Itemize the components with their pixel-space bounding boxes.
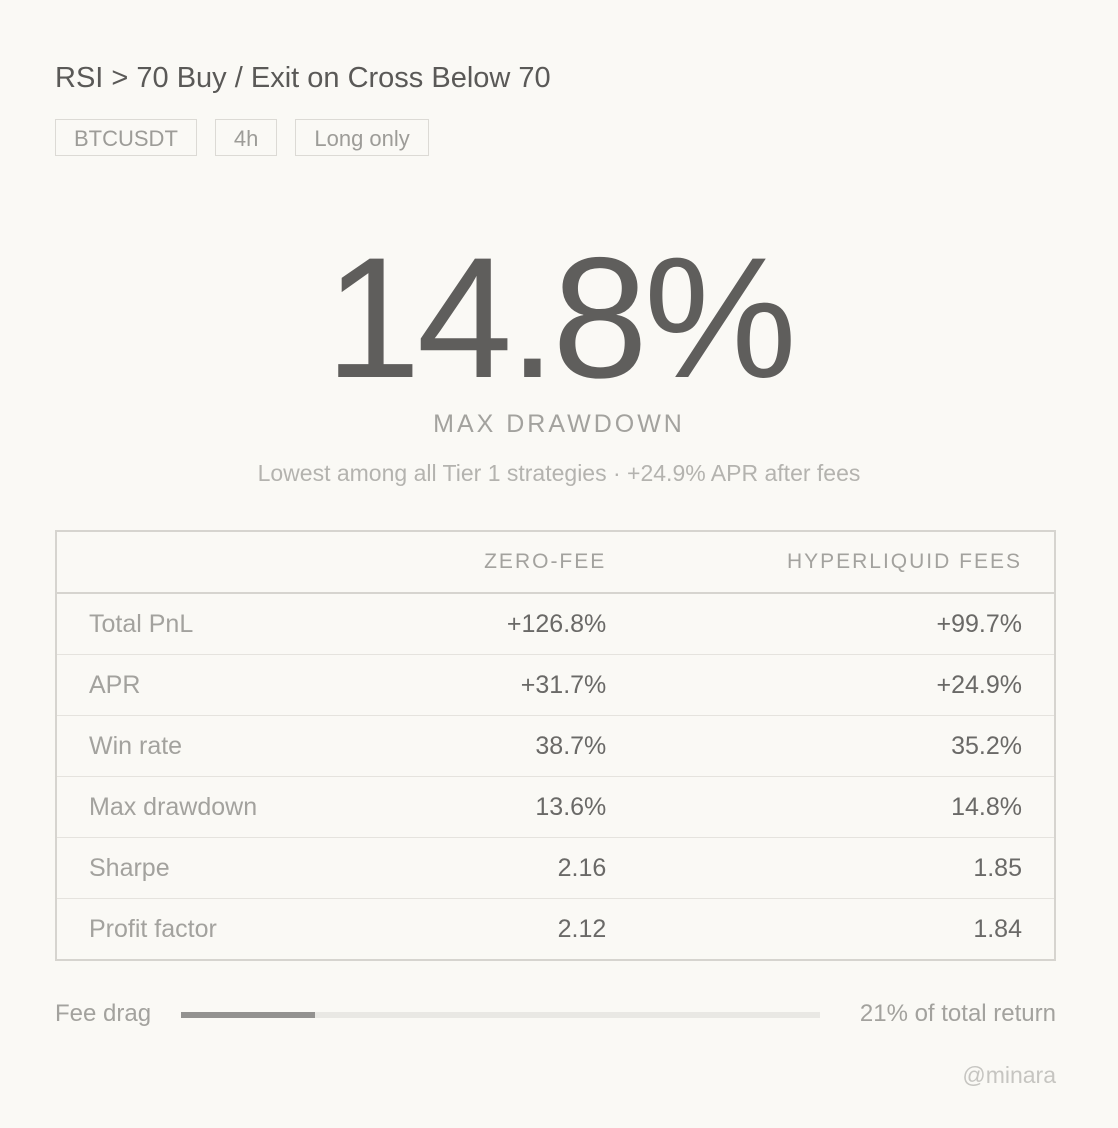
fee-drag-value: 21% of total return (859, 1000, 1056, 1027)
headline-value: 14.8% (325, 222, 797, 414)
fee-drag-bar (181, 1012, 820, 1018)
hyperliquid-value: 14.8% (638, 776, 1055, 838)
metric-label: Sharpe (56, 837, 380, 899)
fee-drag: Fee drag 21% of total return (55, 1000, 1056, 1032)
zero-fee-value: 2.16 (379, 837, 639, 899)
zero-fee-value: 2.12 (379, 898, 639, 960)
metrics-table: ZERO-FEE HYPERLIQUID FEES Total PnL +126.… (55, 530, 1056, 961)
tag-timeframe: 4h (214, 119, 278, 156)
table-row: APR +31.7% +24.9% (56, 654, 1055, 716)
metric-label: Win rate (56, 715, 380, 777)
headline-label: MAX DRAWDOWN (433, 410, 685, 438)
metric-label: Max drawdown (56, 776, 380, 838)
strategy-title: RSI > 70 Buy / Exit on Cross Below 70 (55, 62, 551, 94)
table-row: Sharpe 2.16 1.85 (56, 837, 1055, 899)
table-row: Total PnL +126.8% +99.7% (56, 593, 1055, 655)
watermark-handle: @minara (962, 1062, 1056, 1088)
fee-drag-fill (181, 1012, 316, 1018)
header-hyperliquid: HYPERLIQUID FEES (638, 531, 1055, 594)
zero-fee-value: +126.8% (506, 609, 607, 638)
table-row: Win rate 38.7% 35.2% (56, 715, 1055, 777)
metric-label: Total PnL (89, 609, 194, 638)
tag-list: BTCUSDT 4h Long only (55, 119, 429, 156)
fee-drag-label: Fee drag (55, 1000, 152, 1027)
table-header: ZERO-FEE HYPERLIQUID FEES (56, 531, 1055, 594)
headline-subtitle: Lowest among all Tier 1 strategies · +24… (257, 460, 861, 486)
metric-label: Profit factor (56, 898, 380, 960)
metric-label: APR (56, 654, 380, 716)
header-zero-fee: ZERO-FEE (379, 531, 639, 594)
zero-fee-value: +31.7% (379, 654, 639, 716)
hyperliquid-value: +24.9% (638, 654, 1055, 716)
hyperliquid-value: 35.2% (638, 715, 1055, 777)
table-row: Max drawdown 13.6% 14.8% (56, 776, 1055, 838)
table-row: Profit factor 2.12 1.84 (56, 898, 1055, 960)
hyperliquid-value: +99.7% (936, 609, 1023, 638)
header-metric (56, 531, 380, 594)
hyperliquid-value: 1.85 (638, 837, 1055, 899)
tag-direction: Long only (295, 119, 429, 156)
tag-symbol: BTCUSDT (55, 119, 197, 156)
hyperliquid-value: 1.84 (638, 898, 1055, 960)
zero-fee-value: 13.6% (379, 776, 639, 838)
zero-fee-value: 38.7% (379, 715, 639, 777)
